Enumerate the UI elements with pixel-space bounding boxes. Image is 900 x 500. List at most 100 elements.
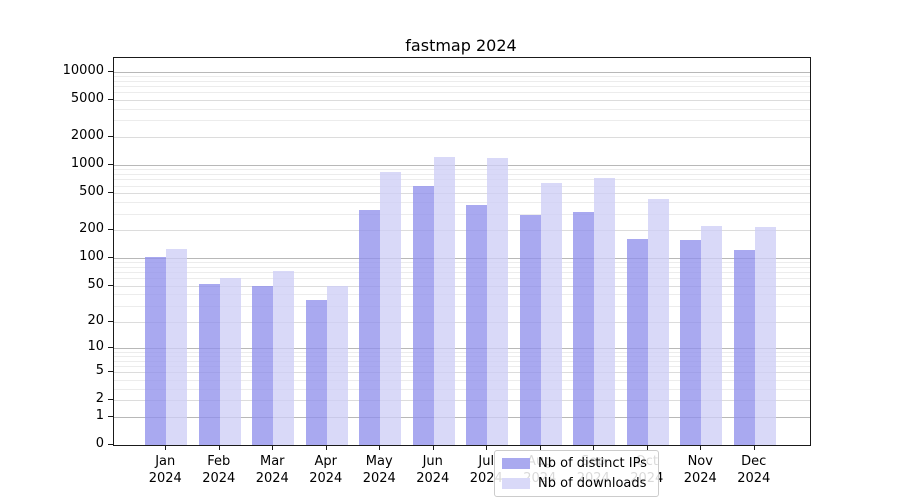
gridline (114, 347, 810, 349)
bar-downloads-jul (487, 158, 509, 445)
gridline (114, 360, 810, 362)
x-tick (486, 445, 488, 450)
x-tick (593, 445, 595, 450)
gridline (114, 71, 810, 73)
y-tick-label: 500 (79, 183, 104, 199)
y-tick-label: 100 (79, 248, 104, 264)
gridline (114, 185, 810, 187)
y-tick-label: 10000 (62, 62, 104, 78)
x-tick (753, 445, 755, 450)
gridline (114, 192, 810, 194)
y-tick (108, 135, 113, 137)
gridline (114, 400, 810, 402)
gridline (114, 305, 810, 307)
gridline (114, 213, 810, 215)
y-tick-label: 5 (95, 363, 104, 379)
legend-swatch-ips (502, 458, 530, 469)
y-tick-label: 200 (79, 221, 104, 237)
bar-downloads-mar (273, 270, 295, 445)
legend: Nb of distinct IPs Nb of downloads (494, 450, 659, 497)
y-tick (108, 371, 113, 373)
y-tick (108, 415, 113, 417)
gridline (114, 379, 810, 381)
y-tick-label: 50 (87, 276, 104, 292)
y-tick-label: 0 (95, 436, 104, 451)
gridline (114, 285, 810, 287)
legend-item-downloads: Nb of downloads (502, 476, 647, 491)
bar-ips-oct (626, 239, 648, 445)
gridline (114, 230, 810, 232)
gridline (114, 179, 810, 181)
bar-ips-dec (733, 249, 755, 445)
y-tick-label: 20 (87, 312, 104, 328)
x-tick-label: Jun 2024 (416, 454, 450, 486)
gridline (114, 351, 810, 353)
gridline (114, 108, 810, 110)
gridline (114, 169, 810, 171)
x-tick (539, 445, 541, 450)
x-tick-label: May 2024 (362, 454, 396, 486)
bar-downloads-nov (701, 226, 723, 445)
chart-title: fastmap 2024 (405, 36, 517, 55)
bar-downloads-may (380, 172, 402, 445)
bar-ips-nov (680, 240, 702, 445)
bar-downloads-oct (647, 199, 669, 445)
bar-ips-feb (198, 284, 220, 445)
gridline (114, 99, 810, 101)
bar-downloads-feb (219, 278, 241, 445)
gridline (114, 164, 810, 166)
bar-ips-jun (412, 185, 434, 445)
gridline (114, 294, 810, 296)
bar-downloads-dec (754, 227, 776, 445)
x-tick-label: Mar 2024 (255, 454, 289, 486)
gridline (114, 257, 810, 259)
y-tick (108, 444, 113, 445)
legend-label-downloads: Nb of downloads (538, 476, 647, 491)
gridline (114, 86, 810, 88)
gridline (114, 136, 810, 138)
gridline (114, 278, 810, 280)
x-tick-label: Dec 2024 (737, 454, 771, 486)
y-tick (108, 284, 113, 286)
x-tick-label: Nov 2024 (683, 454, 717, 486)
x-tick (379, 445, 381, 450)
y-tick (108, 256, 113, 258)
legend-label-ips: Nb of distinct IPs (538, 456, 647, 471)
x-tick (646, 445, 648, 450)
gridline (114, 266, 810, 268)
y-tick-label: 1 (95, 407, 104, 423)
gridline (114, 272, 810, 274)
bar-ips-sep (573, 212, 595, 445)
plot-area: Nb of distinct IPs Nb of downloads (113, 57, 811, 497)
x-tick (325, 445, 327, 450)
gridline (114, 75, 810, 77)
x-tick (272, 445, 274, 450)
gridline (114, 80, 810, 82)
gridline (114, 120, 810, 122)
x-tick (432, 445, 434, 450)
gridline (114, 355, 810, 357)
bar-downloads-jun (433, 156, 455, 445)
y-tick (108, 98, 113, 100)
bar-ips-jan (145, 256, 167, 445)
y-tick-label: 10 (87, 338, 104, 354)
bar-ips-aug (519, 215, 541, 445)
y-tick-label: 2000 (70, 127, 104, 143)
y-tick (108, 163, 113, 165)
bar-downloads-aug (540, 182, 562, 445)
gridline (114, 202, 810, 204)
bar-ips-apr (305, 299, 327, 445)
x-tick-label: Feb 2024 (202, 454, 236, 486)
gridline (114, 416, 810, 418)
y-tick-label: 5000 (70, 90, 104, 106)
y-tick-label: 1000 (70, 155, 104, 171)
gridline (114, 321, 810, 323)
bar-ips-jul (466, 204, 488, 445)
y-tick (108, 399, 113, 401)
x-tick (700, 445, 702, 450)
bar-downloads-sep (594, 177, 616, 445)
y-tick (108, 320, 113, 322)
gridline (114, 262, 810, 264)
y-tick (108, 346, 113, 348)
